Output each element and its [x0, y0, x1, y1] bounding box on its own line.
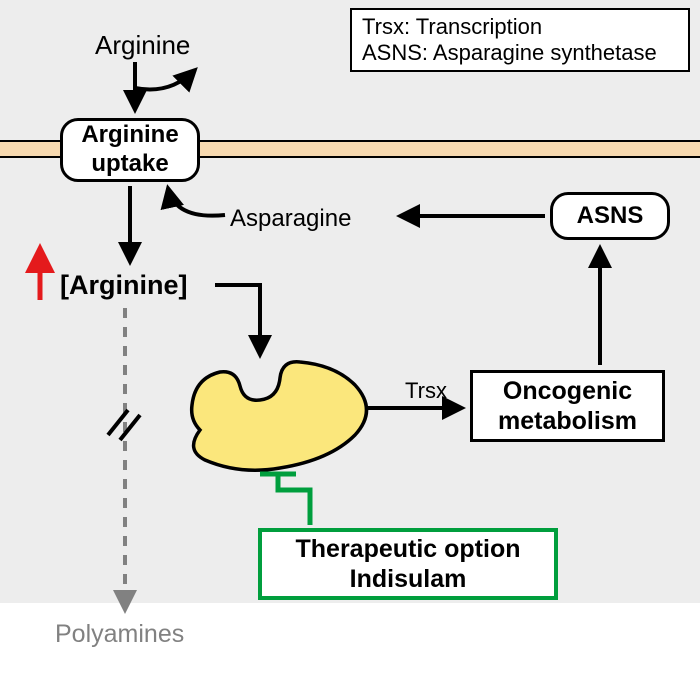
legend-line1: Trsx: Transcription	[362, 14, 542, 40]
uptake-line1: Arginine	[81, 121, 178, 150]
asns-text: ASNS	[577, 202, 644, 231]
oncometab-line2: metabolism	[498, 406, 637, 436]
oncometab-line1: Oncogenic	[503, 376, 632, 406]
therapy-line1: Therapeutic option	[296, 534, 521, 564]
box-oncogenic-metabolism: Oncogenic metabolism	[470, 370, 665, 442]
uptake-line2: uptake	[91, 150, 168, 179]
legend-box: Trsx: Transcription ASNS: Asparagine syn…	[350, 8, 690, 72]
therapy-line2: Indisulam	[350, 564, 467, 594]
label-arginine-intracellular: [Arginine]	[60, 270, 188, 301]
label-trsx: Trsx	[405, 378, 447, 404]
box-asns: ASNS	[550, 192, 670, 240]
diagram-canvas: Trsx: Transcription ASNS: Asparagine syn…	[0, 0, 700, 700]
label-rbm39: RBM39	[225, 415, 313, 446]
label-arginine-extracellular: Arginine	[95, 30, 190, 61]
box-arginine-uptake: Arginine uptake	[60, 118, 200, 182]
box-therapeutic-option: Therapeutic option Indisulam	[258, 528, 558, 600]
label-polyamines: Polyamines	[55, 620, 184, 649]
label-asparagine: Asparagine	[230, 205, 351, 233]
legend-line2: ASNS: Asparagine synthetase	[362, 40, 657, 66]
